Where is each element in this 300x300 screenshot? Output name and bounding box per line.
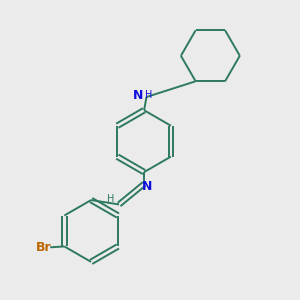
Text: Br: Br — [36, 242, 52, 254]
Text: H: H — [145, 90, 152, 100]
Text: N: N — [133, 89, 143, 102]
Text: N: N — [142, 180, 152, 193]
Text: H: H — [107, 194, 115, 204]
